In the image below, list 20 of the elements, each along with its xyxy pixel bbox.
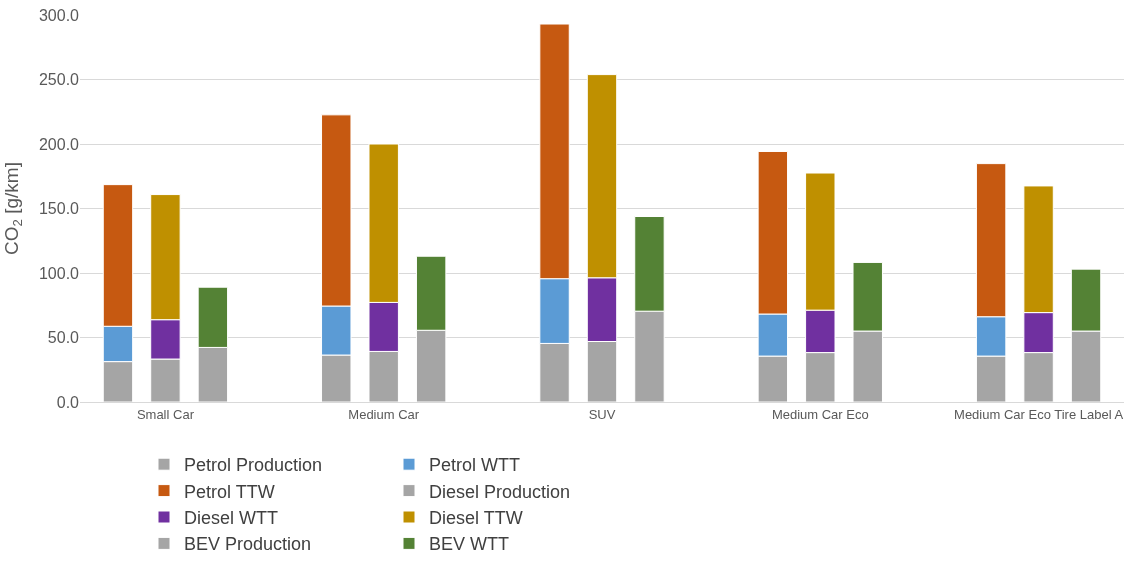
legend-label: Petrol WTT xyxy=(429,455,521,476)
x-tick-label: SUV xyxy=(588,406,616,422)
y-tick-label: 0.0 xyxy=(56,393,80,411)
y-tick-label: 50.0 xyxy=(47,329,80,347)
legend-label: Diesel WTT xyxy=(184,508,278,529)
legend-label: BEV Production xyxy=(184,534,312,555)
y-tick-label: 200.0 xyxy=(38,135,80,153)
y-tick-label: 300.0 xyxy=(38,6,80,24)
x-tick-label: Medium Car xyxy=(348,406,420,422)
x-tick-label: Small Car xyxy=(136,406,195,422)
y-tick-label: 250.0 xyxy=(38,71,80,89)
legend-label: Petrol TTW xyxy=(184,481,275,502)
legend-label: Diesel TTW xyxy=(429,508,523,529)
legend-label: BEV WTT xyxy=(429,534,509,555)
x-tick-label: Medium Car Eco xyxy=(771,406,869,422)
legend-label: Petrol Production xyxy=(184,455,323,476)
y-tick-label: 100.0 xyxy=(38,264,80,282)
y-tick-label: 150.0 xyxy=(38,200,80,218)
x-tick-label: Medium Car Eco Tire Label A xyxy=(954,406,1124,422)
legend-label: Diesel Production xyxy=(429,481,571,502)
